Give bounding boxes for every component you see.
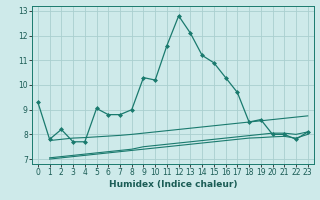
X-axis label: Humidex (Indice chaleur): Humidex (Indice chaleur) bbox=[108, 180, 237, 189]
